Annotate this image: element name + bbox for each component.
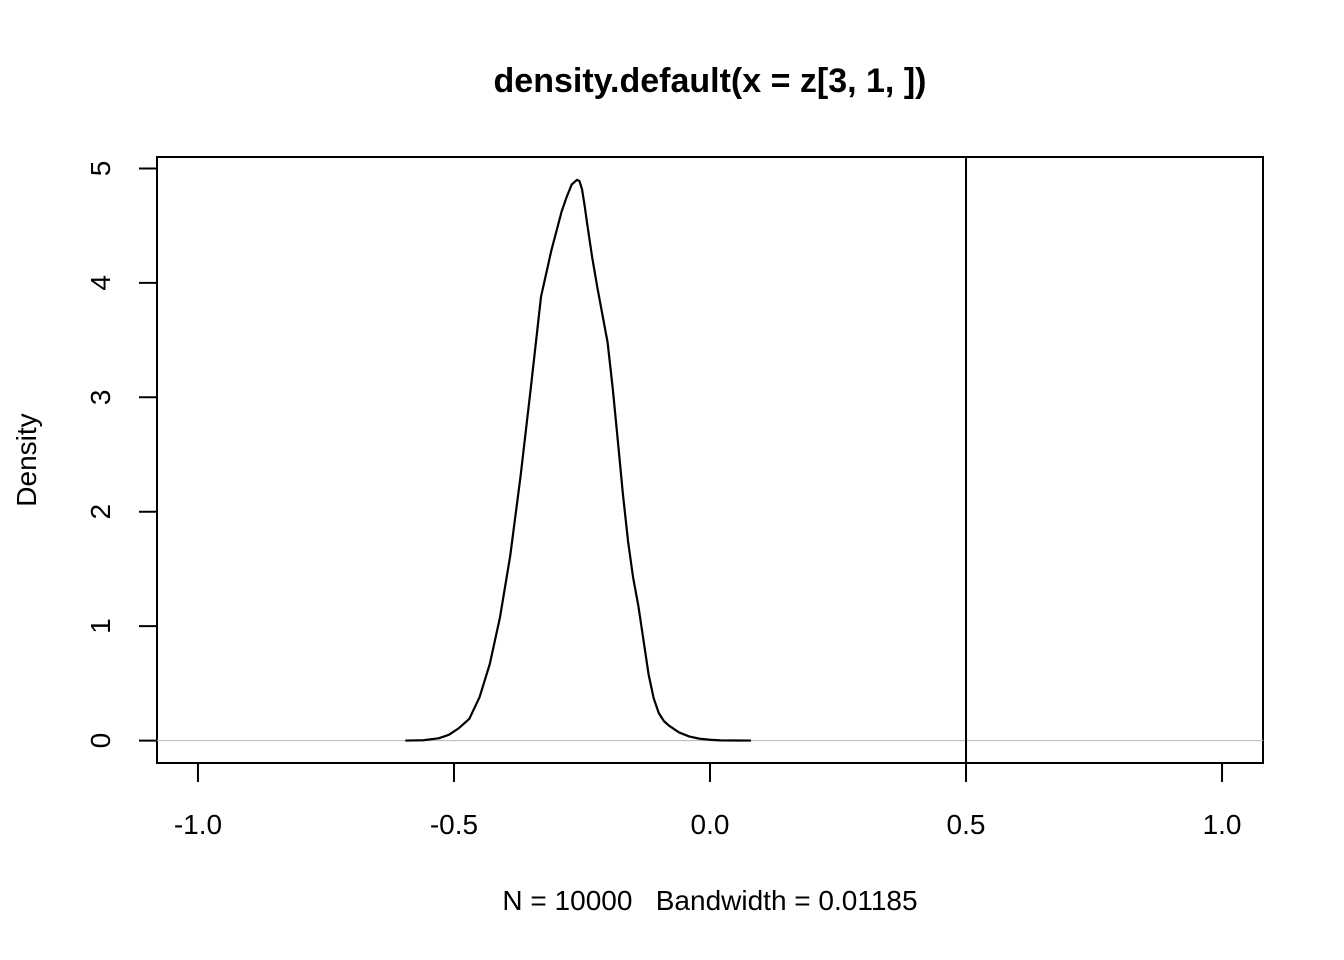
x-tick-label: -1.0 — [174, 809, 222, 840]
x-axis: -1.0 -0.5 0.0 0.5 1.0 — [174, 762, 1242, 840]
y-axis-label: Density — [11, 413, 42, 506]
y-tick-label: 0 — [85, 733, 116, 749]
y-tick-label: 1 — [85, 618, 116, 634]
plot-frame — [156, 156, 1264, 764]
x-tick-label: -0.5 — [430, 809, 478, 840]
y-tick-label: 5 — [85, 161, 116, 177]
y-tick-label: 2 — [85, 504, 116, 520]
x-axis-label: N = 10000 Bandwidth = 0.01185 — [502, 885, 917, 916]
y-axis: 0 1 2 3 4 5 — [85, 161, 158, 749]
x-tick-label: 1.0 — [1203, 809, 1242, 840]
y-tick-label: 3 — [85, 390, 116, 406]
y-tick-label: 4 — [85, 275, 116, 291]
x-tick-label: 0.5 — [947, 809, 986, 840]
chart-title: density.default(x = z[3, 1, ]) — [494, 62, 927, 100]
density-curve — [405, 178, 751, 742]
x-tick-label: 0.0 — [691, 809, 730, 840]
